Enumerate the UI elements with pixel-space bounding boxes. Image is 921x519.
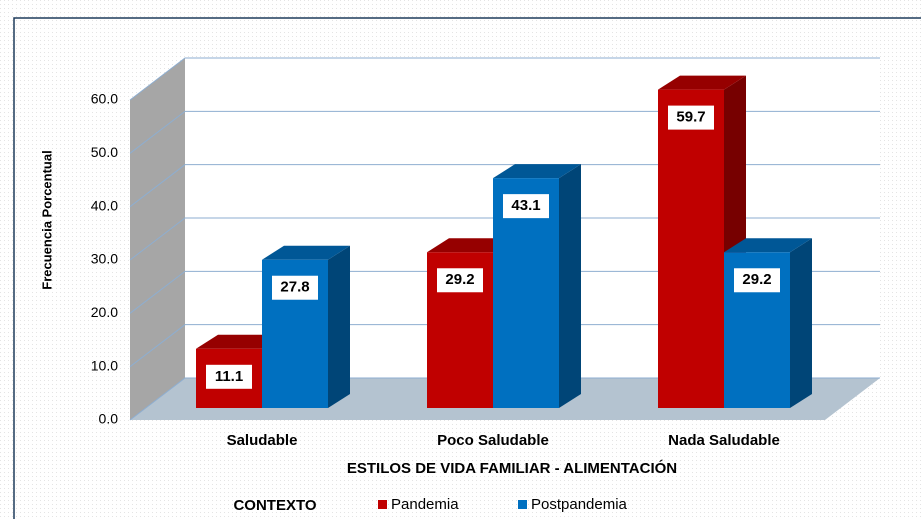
y-axis-title: Frecuencia Porcentual xyxy=(39,150,54,289)
data-label: 27.8 xyxy=(280,279,309,296)
y-tick-label: 20.0 xyxy=(91,304,118,320)
bar-side xyxy=(328,245,350,408)
data-label-box xyxy=(272,275,318,300)
data-label-box xyxy=(503,194,549,219)
y-tick-label: 10.0 xyxy=(91,357,118,373)
data-label-box xyxy=(668,105,714,130)
legend-label: Postpandemia xyxy=(531,496,628,513)
y-tick-label: 40.0 xyxy=(91,197,118,213)
bar xyxy=(262,245,350,408)
bar-top xyxy=(658,75,746,90)
data-label: 11.1 xyxy=(215,368,243,385)
data-label: 43.1 xyxy=(511,197,540,214)
bar-side xyxy=(559,164,581,408)
bar-front xyxy=(658,89,724,408)
legend-label: Pandemia xyxy=(391,496,459,513)
grid-line xyxy=(129,270,880,314)
grid-line xyxy=(129,377,880,421)
legend-title: CONTEXTO xyxy=(233,497,316,514)
grid-line xyxy=(129,217,880,261)
x-axis-title: ESTILOS DE VIDA FAMILIAR - ALIMENTACIÓN xyxy=(347,459,677,477)
data-label-box xyxy=(437,268,483,293)
bar xyxy=(493,164,581,408)
y-tick-label: 0.0 xyxy=(99,411,119,427)
frame xyxy=(13,17,921,519)
x-tick-label: Saludable xyxy=(227,432,298,449)
bar-top xyxy=(493,164,581,179)
data-label: 29.2 xyxy=(742,271,771,288)
data-label-box xyxy=(734,268,780,293)
grid-line xyxy=(129,164,880,208)
legend-swatch xyxy=(378,500,387,509)
bar xyxy=(724,238,812,408)
grid-line xyxy=(129,110,880,154)
bar-top xyxy=(724,238,812,253)
x-tick-label: Nada Saludable xyxy=(668,432,780,449)
bar-top xyxy=(262,245,350,260)
data-label-box xyxy=(206,364,252,389)
bar-side xyxy=(790,238,812,408)
x-tick-label: Poco Saludable xyxy=(437,432,549,449)
grid-line xyxy=(129,57,880,101)
bar-front xyxy=(493,178,559,408)
data-label: 29.2 xyxy=(445,271,474,288)
data-label: 59.7 xyxy=(676,109,705,126)
y-tick-label: 60.0 xyxy=(91,91,118,107)
grid-line xyxy=(129,324,880,368)
y-tick-label: 30.0 xyxy=(91,251,118,267)
y-tick-label: 50.0 xyxy=(91,144,118,160)
legend-swatch xyxy=(518,500,527,509)
